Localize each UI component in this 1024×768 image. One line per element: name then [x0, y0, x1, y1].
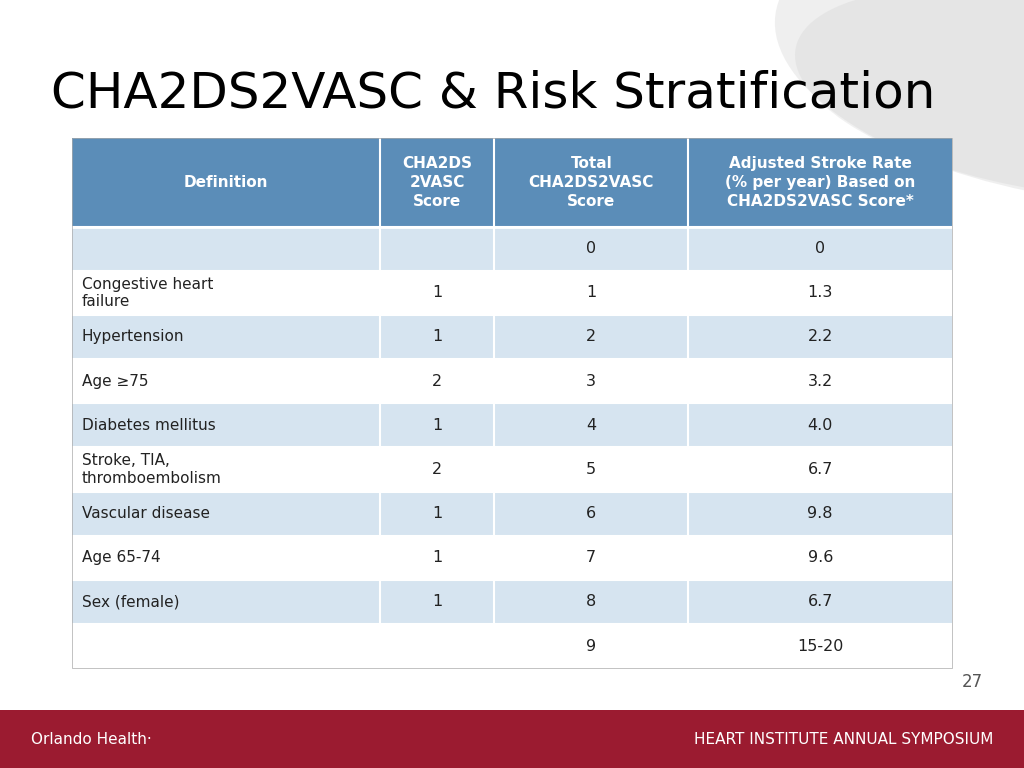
Ellipse shape [775, 0, 1024, 204]
Bar [72, 447, 952, 492]
Bar [72, 315, 952, 359]
Text: 9: 9 [586, 638, 596, 654]
Text: 1: 1 [432, 594, 442, 610]
Text: CHA2DS
2VASC
Score: CHA2DS 2VASC Score [402, 157, 472, 208]
Bar [72, 138, 952, 227]
Bar [72, 227, 952, 271]
Text: 9.6: 9.6 [808, 550, 833, 565]
Bar [0, 710, 1024, 768]
Text: 2.2: 2.2 [808, 329, 833, 345]
Text: Adjusted Stroke Rate
(% per year) Based on
CHA2DS2VASC Score*: Adjusted Stroke Rate (% per year) Based … [725, 157, 915, 208]
Text: 1: 1 [432, 550, 442, 565]
Text: 2: 2 [432, 373, 442, 389]
Text: Age ≥75: Age ≥75 [82, 373, 148, 389]
Bar [72, 536, 952, 580]
Text: 2: 2 [432, 462, 442, 477]
Bar [72, 492, 952, 536]
Bar [72, 580, 952, 624]
Text: CHA2DS2VASC & Risk Stratification: CHA2DS2VASC & Risk Stratification [51, 69, 936, 118]
Text: Definition: Definition [183, 175, 268, 190]
Text: 1: 1 [586, 285, 596, 300]
Text: Orlando Health·: Orlando Health· [31, 732, 152, 746]
Text: HEART INSTITUTE ANNUAL SYMPOSIUM: HEART INSTITUTE ANNUAL SYMPOSIUM [694, 732, 993, 746]
Text: Age 65-74: Age 65-74 [82, 550, 161, 565]
Text: Diabetes mellitus: Diabetes mellitus [82, 418, 216, 433]
Text: 9.8: 9.8 [808, 506, 833, 521]
Bar [72, 403, 952, 447]
Text: 1.3: 1.3 [808, 285, 833, 300]
Text: 3.2: 3.2 [808, 373, 833, 389]
Text: 1: 1 [432, 329, 442, 345]
Text: 0: 0 [815, 241, 825, 257]
Bar [72, 624, 952, 668]
Text: 4: 4 [586, 418, 596, 433]
Bar [72, 138, 952, 668]
Text: Congestive heart
failure: Congestive heart failure [82, 276, 213, 309]
Text: 3: 3 [587, 373, 596, 389]
Text: Sex (female): Sex (female) [82, 594, 179, 610]
Text: Total
CHA2DS2VASC
Score: Total CHA2DS2VASC Score [528, 157, 654, 208]
Text: 27: 27 [962, 674, 983, 691]
Text: 0: 0 [586, 241, 596, 257]
Text: 5: 5 [586, 462, 596, 477]
Text: 6.7: 6.7 [808, 462, 833, 477]
Text: 7: 7 [586, 550, 596, 565]
Text: 6.7: 6.7 [808, 594, 833, 610]
Bar [72, 359, 952, 403]
Text: Hypertension: Hypertension [82, 329, 184, 345]
Text: 6: 6 [586, 506, 596, 521]
Text: 15-20: 15-20 [797, 638, 844, 654]
Text: Stroke, TIA,
thromboembolism: Stroke, TIA, thromboembolism [82, 453, 222, 485]
Ellipse shape [795, 0, 1024, 197]
Text: Vascular disease: Vascular disease [82, 506, 210, 521]
Text: 1: 1 [432, 285, 442, 300]
Bar [72, 271, 952, 315]
Text: 1: 1 [432, 506, 442, 521]
Text: 2: 2 [586, 329, 596, 345]
Text: 4.0: 4.0 [808, 418, 833, 433]
Text: 1: 1 [432, 418, 442, 433]
Text: 8: 8 [586, 594, 596, 610]
